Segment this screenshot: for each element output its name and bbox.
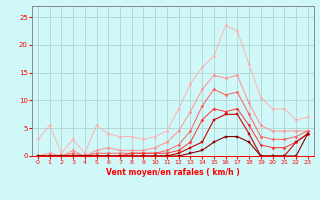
X-axis label: Vent moyen/en rafales ( km/h ): Vent moyen/en rafales ( km/h ) [106, 168, 240, 177]
